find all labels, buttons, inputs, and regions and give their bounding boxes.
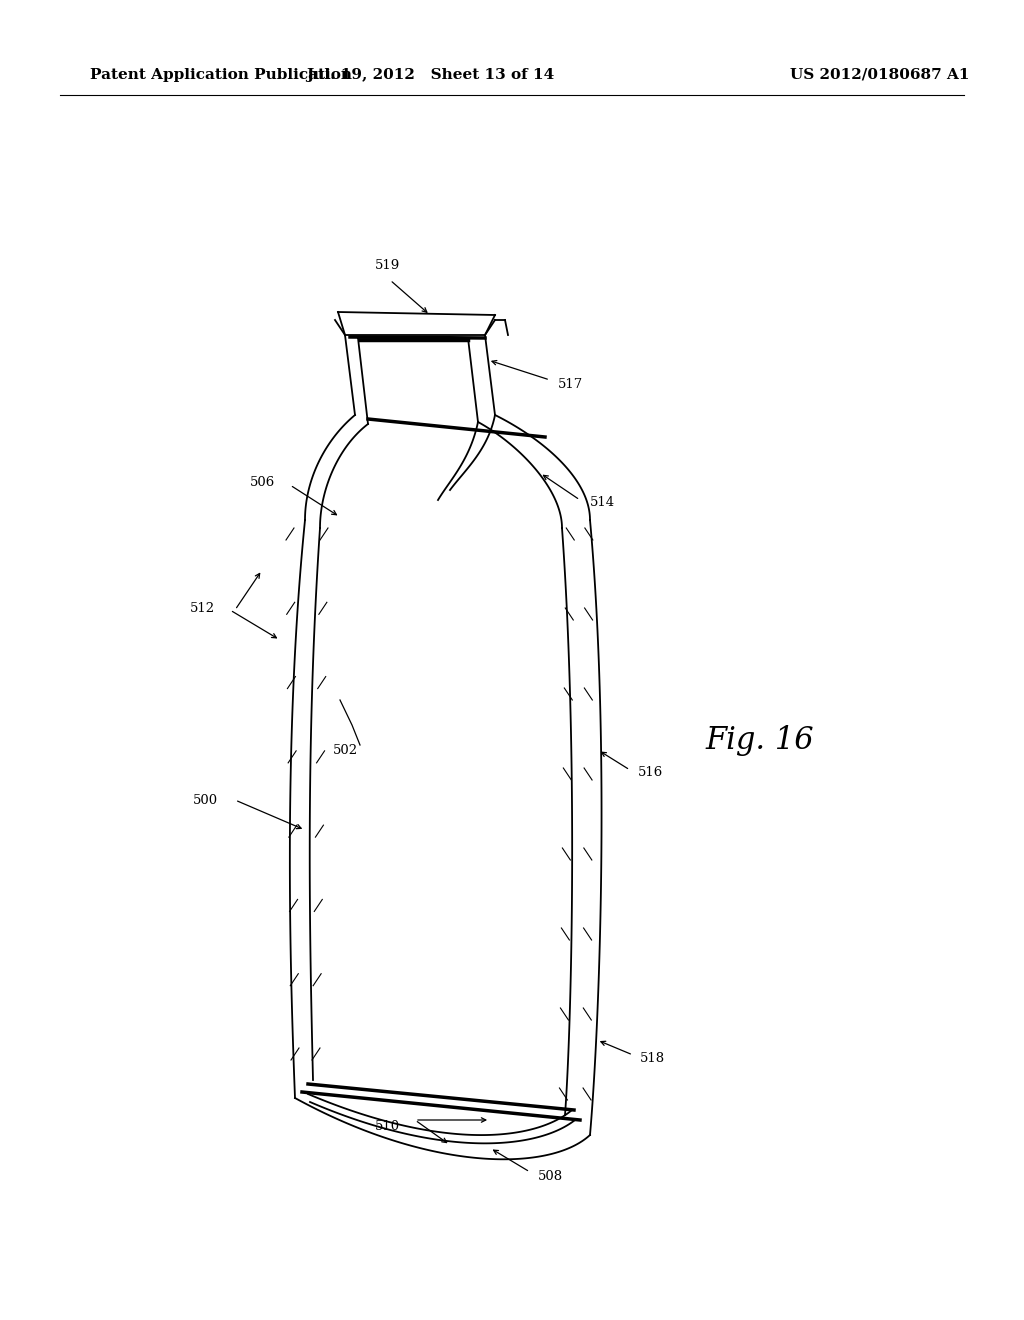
Text: 516: 516 [638, 766, 664, 779]
Text: 502: 502 [333, 743, 358, 756]
Text: 510: 510 [375, 1121, 400, 1134]
Text: 506: 506 [250, 475, 275, 488]
Text: 519: 519 [376, 259, 400, 272]
Text: 512: 512 [189, 602, 215, 615]
Text: US 2012/0180687 A1: US 2012/0180687 A1 [790, 69, 970, 82]
Text: 517: 517 [558, 378, 584, 391]
Text: Patent Application Publication: Patent Application Publication [90, 69, 352, 82]
Text: 514: 514 [590, 495, 615, 508]
Text: 500: 500 [193, 793, 217, 807]
Text: Jul. 19, 2012   Sheet 13 of 14: Jul. 19, 2012 Sheet 13 of 14 [306, 69, 554, 82]
Text: 508: 508 [538, 1171, 563, 1184]
Text: Fig. 16: Fig. 16 [706, 725, 814, 755]
Text: 518: 518 [640, 1052, 666, 1064]
